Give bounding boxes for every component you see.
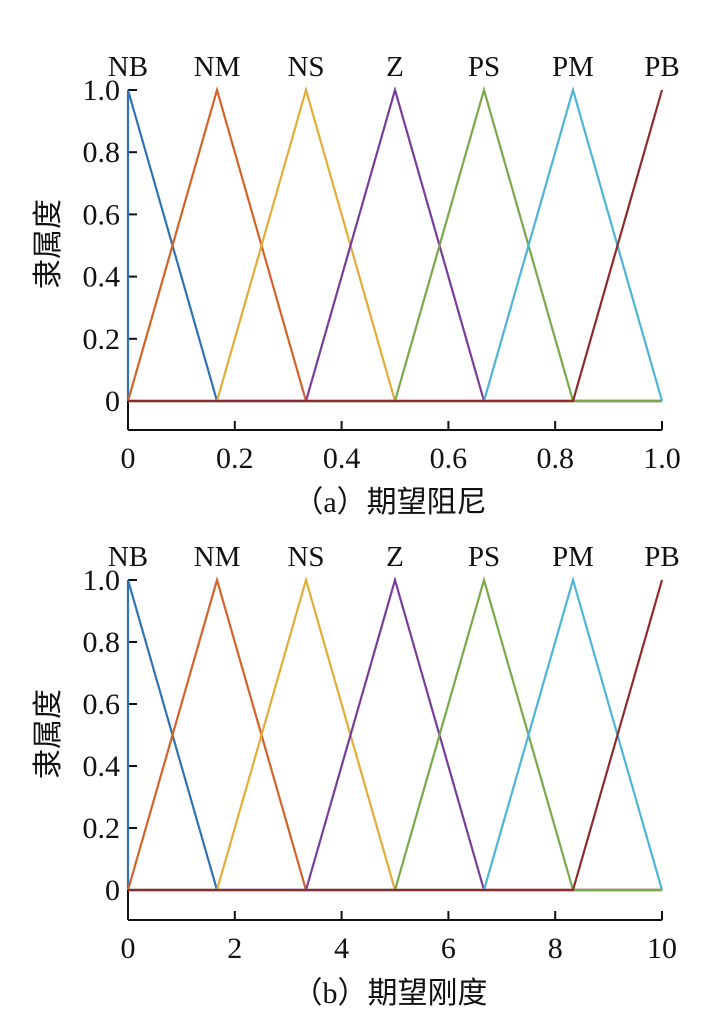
x-tick-label: 0.6 — [430, 442, 468, 475]
x-tick-label: 10 — [647, 932, 677, 965]
term-label-pm: PM — [552, 51, 594, 83]
term-label-nm: NM — [194, 51, 241, 83]
term-label-nb: NB — [108, 541, 148, 573]
series-ns-line — [128, 86, 662, 403]
series-ps-line — [128, 576, 662, 892]
series-z-line — [128, 576, 662, 892]
y-tick-label: 0.6 — [83, 688, 121, 721]
x-tick-label: 0 — [121, 932, 136, 965]
x-tick-label: 0.4 — [323, 442, 361, 475]
series-nb-line — [126, 89, 662, 403]
panel-a-damping: 00.20.40.60.81.00 0.2 0.4 0.6 0.8 1.0NB NM NS Z P… — [32, 51, 681, 519]
series-nm-line — [126, 576, 662, 892]
term-label-z: Z — [386, 51, 404, 83]
y-tick-label: 0.4 — [83, 261, 121, 294]
term-label-ns: NS — [287, 51, 324, 83]
x-tick-label: 0 — [121, 442, 136, 475]
series-pb-line — [128, 579, 664, 892]
term-label-ns: NS — [287, 541, 324, 573]
term-label-ps: PS — [468, 51, 500, 83]
term-label-ps: PS — [468, 541, 500, 573]
series-pb-line — [128, 89, 664, 403]
y-tick-label: 0.8 — [83, 626, 121, 659]
term-label-pb: PB — [644, 541, 679, 573]
series-pm-line — [128, 576, 664, 892]
term-label-pb: PB — [644, 51, 679, 83]
term-label-nb: NB — [108, 51, 148, 83]
x-tick-label: 8 — [548, 932, 563, 965]
y-tick-label: 0.2 — [83, 323, 121, 356]
x-tick-label: 2 — [227, 932, 242, 965]
x-tick-label: 0.2 — [216, 442, 254, 475]
series-nb-line — [126, 579, 662, 892]
y-axis-title: 隶属度 — [32, 689, 65, 779]
x-tick-label: 1.0 — [643, 442, 681, 475]
x-tick-label: 6 — [441, 932, 456, 965]
y-tick-label: 0 — [105, 874, 120, 907]
y-tick-label: 0.8 — [83, 136, 121, 169]
y-tick-label: 0.6 — [83, 198, 121, 231]
term-label-nm: NM — [194, 541, 241, 573]
term-label-z: Z — [386, 541, 404, 573]
x-tick-label: 4 — [334, 932, 349, 965]
panel-b-stiffness: 0 0.2 0.4 0.6 0.8 1.0 0 2 4 6 8 10 NB NM NS Z PS PM PB 隶属度 （… — [32, 541, 680, 1010]
series-ps-line — [128, 86, 662, 403]
panel-caption: （b）期望刚度 — [293, 977, 488, 1010]
y-tick-label: 1.0 — [83, 564, 121, 597]
series-ns-line — [128, 576, 662, 892]
y-tick-label: 1.0 — [83, 74, 121, 107]
panel-caption: （a）期望阻尼 — [293, 486, 486, 519]
term-label-pm: PM — [552, 541, 594, 573]
x-tick-label: 0.8 — [536, 442, 574, 475]
series-nm-line — [126, 86, 662, 403]
y-tick-label: 0.2 — [83, 812, 121, 845]
series-pm-line — [128, 86, 664, 403]
y-tick-label: 0 — [105, 385, 120, 418]
y-axis-title: 隶属度 — [32, 199, 65, 289]
series-z-line — [128, 86, 662, 403]
y-tick-label: 0.4 — [83, 750, 121, 783]
